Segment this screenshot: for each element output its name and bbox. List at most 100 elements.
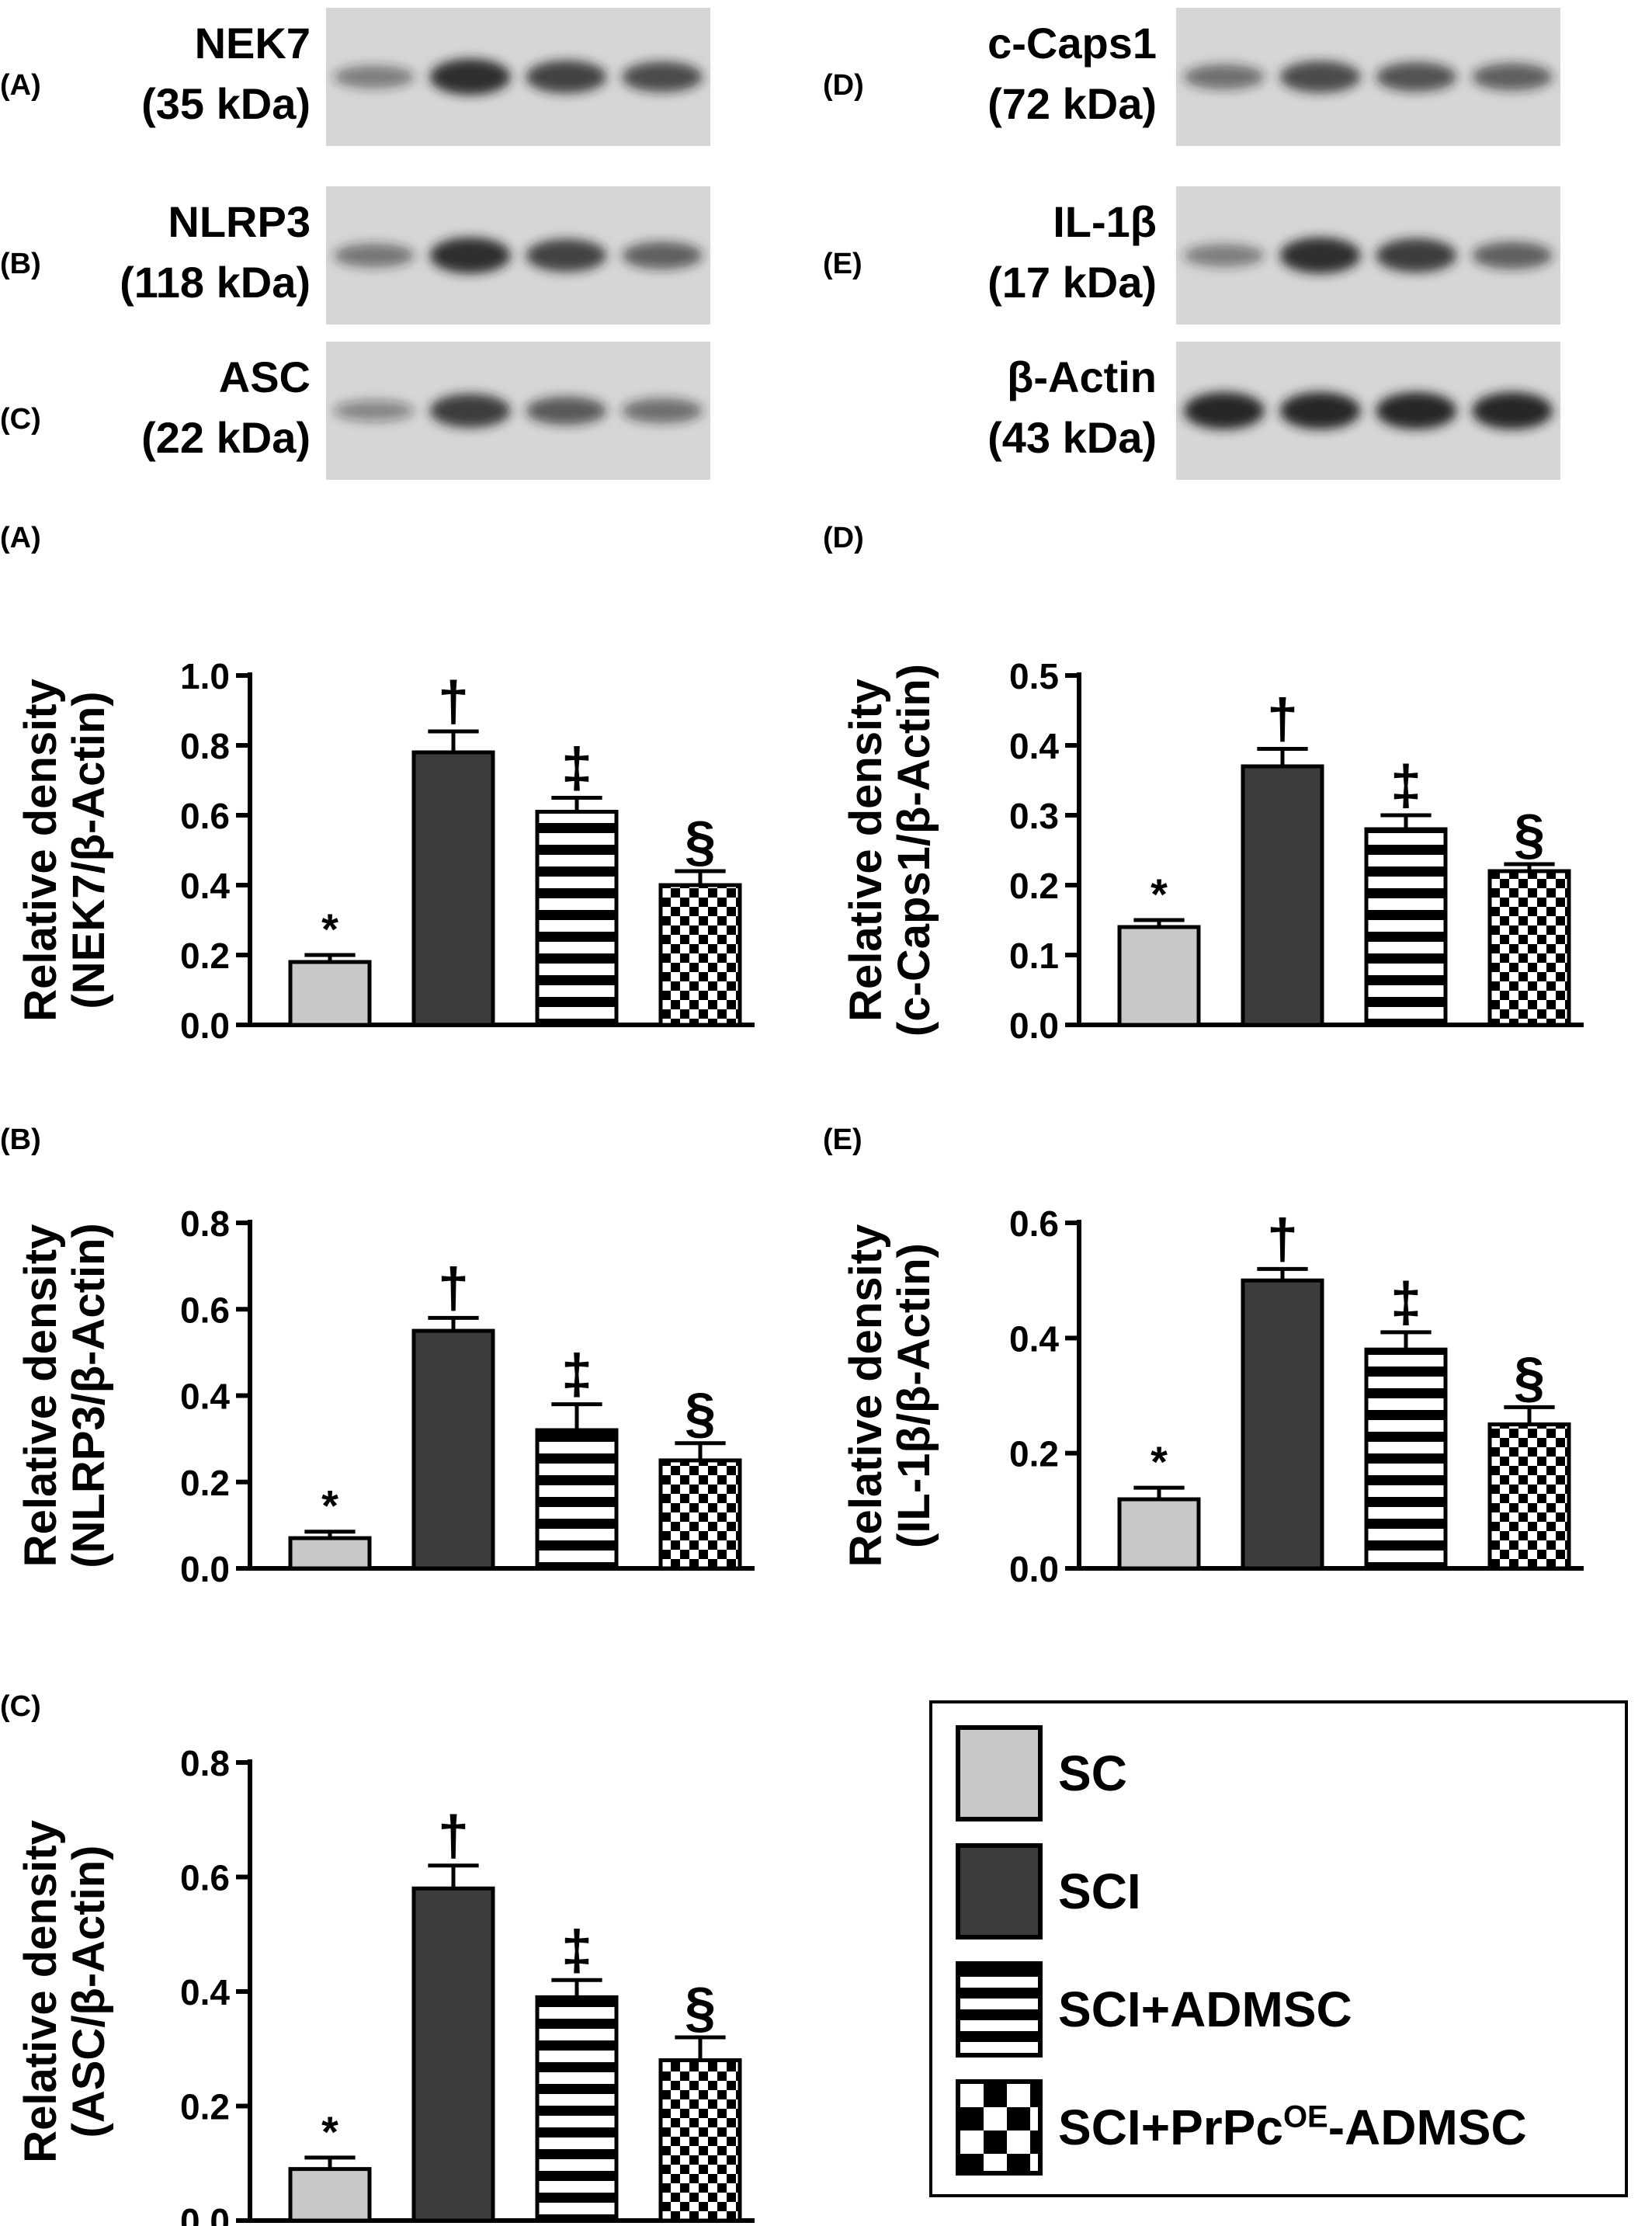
blot-band — [429, 58, 511, 95]
significance-marker: ‡ — [561, 738, 592, 800]
blot-band — [429, 237, 511, 274]
legend-swatch-sc — [956, 1725, 1043, 1821]
y-axis-label: (c-Caps1/β-Actin) — [889, 664, 939, 1037]
blot-band — [1472, 63, 1553, 91]
y-tick-label: 0.4 — [180, 1972, 230, 2012]
blot-band — [1279, 237, 1361, 274]
significance-marker: § — [685, 811, 716, 873]
blot-protein-name: c-Caps1 — [987, 19, 1157, 68]
y-tick-label: 0.4 — [1009, 1318, 1059, 1359]
significance-marker: † — [438, 671, 469, 733]
y-tick-label: 0.6 — [1009, 1203, 1059, 1244]
significance-marker: ‡ — [1390, 755, 1421, 817]
bar-sci-admsc — [535, 1428, 619, 1571]
blot-panel-label: (C) — [0, 403, 41, 436]
significance-marker: ‡ — [561, 1344, 592, 1406]
blot-band — [526, 60, 607, 94]
blot-protein-name: NEK7 — [195, 19, 311, 68]
significance-marker: * — [321, 905, 338, 953]
significance-marker: § — [1514, 804, 1545, 866]
bar-sci-prpc-oe-admsc — [658, 883, 742, 1027]
blot-5: (E) IL-1β (17 kDa) — [823, 186, 1560, 325]
blot-band — [333, 243, 415, 268]
y-tick-label: 1.0 — [180, 656, 230, 696]
y-tick-label: 0.4 — [180, 1377, 230, 1417]
y-axis-label: Relative density — [16, 1224, 66, 1568]
bar-sci-admsc — [1364, 1347, 1448, 1571]
blot-6: β-Actin (43 kDa) — [987, 342, 1560, 480]
blot-band — [1472, 241, 1553, 269]
blot-band — [526, 238, 607, 273]
y-tick-label: 0.0 — [1009, 1549, 1059, 1589]
blot-kda-label: (17 kDa) — [987, 258, 1157, 307]
bar-sci — [411, 750, 495, 1027]
y-axis-label: Relative density — [16, 679, 66, 1022]
blot-kda-label: (118 kDa) — [120, 258, 311, 307]
y-tick-label: 0.2 — [180, 2087, 230, 2127]
chart-panel-label: (A) — [0, 522, 41, 554]
bar-sc — [288, 2167, 372, 2223]
bar-sci-prpc-oe-admsc — [658, 1458, 742, 1571]
blot-band — [333, 65, 415, 89]
bar-sci — [1241, 1278, 1324, 1571]
significance-marker: † — [438, 1805, 469, 1867]
blot-band — [1183, 244, 1265, 267]
blot-4: (D) c-Caps1 (72 kDa) — [823, 8, 1560, 146]
blot-1: (A) NEK7 (35 kDa) — [0, 8, 710, 146]
y-tick-label: 0.2 — [1009, 866, 1059, 906]
y-axis-label: Relative density — [841, 679, 891, 1022]
bar-sci-prpc-oe-admsc — [658, 2058, 742, 2223]
y-tick-label: 0.5 — [1009, 656, 1059, 696]
blot-kda-label: (43 kDa) — [987, 413, 1157, 462]
blot-protein-name: IL-1β — [1053, 197, 1157, 246]
significance-marker: § — [685, 1383, 716, 1445]
significance-marker: ‡ — [1390, 1272, 1421, 1334]
y-axis-label: Relative density — [16, 1820, 66, 2163]
y-tick-label: 0.0 — [180, 1005, 230, 1046]
chart-panel-label: (D) — [823, 522, 864, 554]
blot-panel-label: (E) — [823, 248, 862, 280]
blot-panel-label: (B) — [0, 248, 41, 280]
chart-e: (E) Relative density(IL-1β/β-Actin) 0.0 0.2… — [823, 1123, 1584, 1589]
blot-band — [429, 394, 511, 428]
blot-band — [1279, 61, 1361, 93]
chart-a: (A) Relative density(NEK7/β-Actin) 0.0 0.2 0… — [0, 522, 755, 1046]
bar-sci — [411, 1886, 495, 2223]
significance-marker: † — [1267, 689, 1298, 751]
y-tick-label: 0.2 — [180, 936, 230, 976]
y-tick-label: 0.1 — [1009, 936, 1059, 976]
y-tick-label: 0.0 — [180, 2201, 230, 2226]
bar-sci — [1241, 764, 1324, 1027]
chart-c: (C) Relative density(ASC/β-Actin) 0.0 0.2 0.… — [0, 1690, 755, 2226]
legend: SC SCI SCI+ADMSC SCI+PrPcOE-ADMSC — [929, 1700, 1628, 2197]
bar-sci-prpc-oe-admsc — [1487, 869, 1571, 1027]
blot-band — [526, 396, 607, 425]
legend-label-sci-prpc-admsc: SCI+PrPcOE-ADMSC — [1058, 2099, 1527, 2155]
chart-panel-label: (C) — [0, 1690, 41, 1723]
legend-label-sc: SC — [1058, 1745, 1127, 1801]
bar-charts: (A)Relative density(NEK7/β-Actin)0.00.20… — [0, 522, 1584, 2226]
blot-3: (C) ASC (22 kDa) — [0, 342, 710, 480]
legend-label-sci: SCI — [1058, 1863, 1141, 1919]
y-tick-label: 0.4 — [1009, 726, 1059, 766]
blot-band — [333, 400, 415, 422]
y-tick-label: 0.6 — [180, 1858, 230, 1898]
significance-marker: * — [1150, 870, 1168, 919]
blot-band — [1376, 238, 1457, 273]
y-axis-label: (NLRP3/β-Actin) — [64, 1223, 114, 1568]
significance-marker: ‡ — [561, 1919, 592, 1981]
bar-sc — [1117, 1497, 1201, 1571]
bar-sci-admsc — [535, 810, 619, 1027]
chart-panel-label: (B) — [0, 1123, 41, 1156]
significance-marker: § — [685, 1977, 716, 2039]
y-tick-label: 0.6 — [180, 796, 230, 836]
chart-panel-label: (E) — [823, 1123, 862, 1156]
significance-marker: † — [1267, 1208, 1298, 1270]
blot-2: (B) NLRP3 (118 kDa) — [0, 186, 710, 325]
y-axis-label: (IL-1β/β-Actin) — [889, 1243, 939, 1548]
chart-b: (B) Relative density(NLRP3/β-Actin) 0.0 0.2… — [0, 1123, 755, 1589]
significance-marker: * — [321, 1481, 338, 1530]
blot-kda-label: (72 kDa) — [987, 79, 1157, 128]
y-tick-label: 0.2 — [1009, 1434, 1059, 1474]
bar-sc — [1117, 925, 1201, 1027]
